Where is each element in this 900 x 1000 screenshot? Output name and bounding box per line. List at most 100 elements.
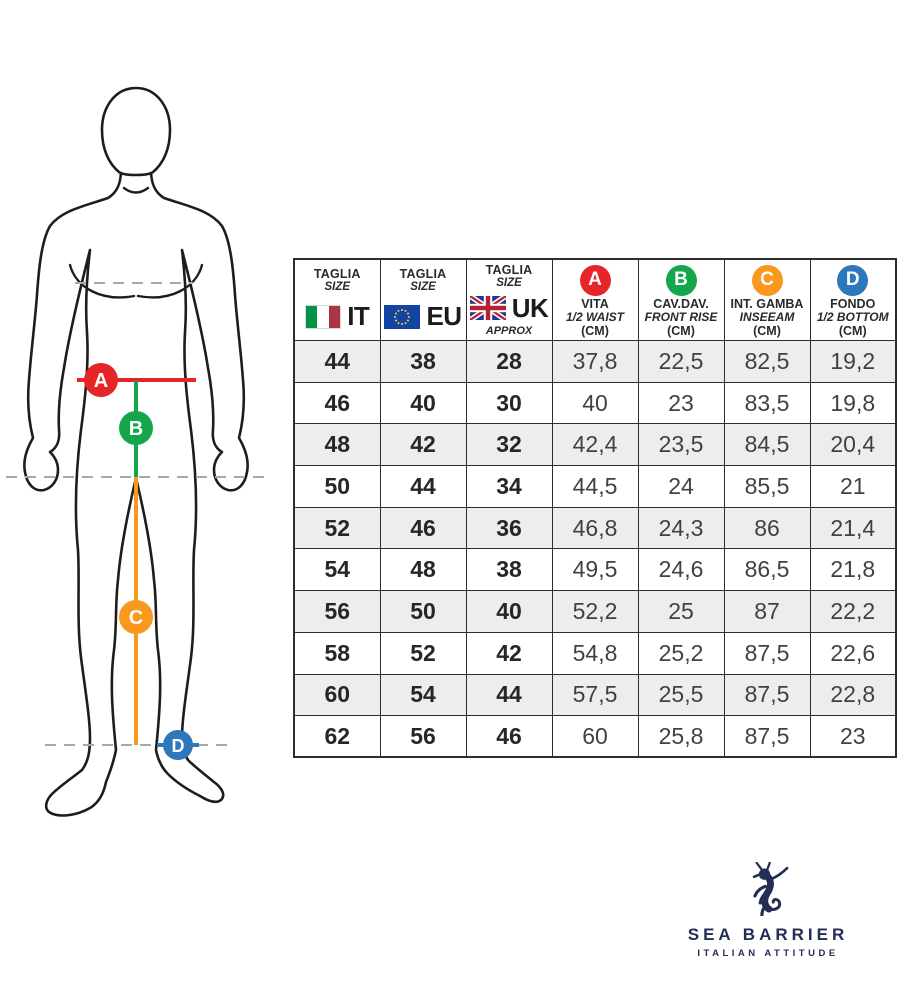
cell-uk: 36 bbox=[465, 506, 553, 550]
table-row: 50 44 34 44,5 24 85,5 21 bbox=[293, 465, 897, 508]
front-rise-label: FRONT RISE bbox=[644, 310, 718, 325]
header-inseam: C INT. GAMBA INSEEAM (CM) bbox=[723, 258, 811, 341]
marker-b-badge bbox=[119, 411, 153, 445]
fondo-label: FONDO bbox=[830, 296, 876, 311]
cell-uk: 44 bbox=[465, 673, 553, 717]
cell-front-rise: 25 bbox=[637, 590, 725, 633]
vita-label: VITA bbox=[581, 296, 609, 311]
body-silhouette bbox=[23, 86, 249, 817]
table-row: 46 40 30 40 23 83,5 19,8 bbox=[293, 381, 897, 425]
taglia-label: TAGLIA bbox=[485, 262, 533, 277]
cell-waist: 40 bbox=[551, 381, 639, 425]
marker-c-letter: C bbox=[129, 607, 143, 629]
header-taglia-it: TAGLIA SIZE IT bbox=[293, 258, 381, 341]
marker-b-icon: B bbox=[665, 264, 697, 296]
cell-uk: 42 bbox=[465, 631, 553, 675]
cell-waist: 49,5 bbox=[551, 548, 639, 592]
table-row: 48 42 32 42,4 23,5 84,5 20,4 bbox=[293, 423, 897, 467]
it-code: IT bbox=[347, 301, 370, 331]
table-row: 54 48 38 49,5 24,6 86,5 21,8 bbox=[293, 548, 897, 592]
cell-inseam: 87,5 bbox=[723, 631, 811, 675]
cell-front-rise: 25,5 bbox=[637, 673, 725, 717]
eu-code: EU bbox=[426, 301, 462, 331]
italy-flag-icon bbox=[305, 304, 342, 329]
marker-b-letter: B bbox=[129, 418, 143, 440]
cell-bottom: 19,8 bbox=[809, 381, 897, 425]
header-taglia-eu: TAGLIA SIZE EU bbox=[379, 258, 467, 341]
cm-label: (CM) bbox=[667, 323, 695, 338]
cell-it: 48 bbox=[293, 423, 381, 467]
cell-front-rise: 23,5 bbox=[637, 423, 725, 467]
approx-label: APPROX bbox=[485, 324, 533, 337]
cell-it: 58 bbox=[293, 631, 381, 675]
taglia-label: TAGLIA bbox=[399, 267, 447, 281]
table-row: 56 50 40 52,2 25 87 22,2 bbox=[293, 590, 897, 633]
cavdav-label: CAV.DAV. bbox=[653, 296, 709, 311]
dashed-guides bbox=[6, 282, 268, 746]
cell-uk: 30 bbox=[465, 381, 553, 425]
taglia-label: TAGLIA bbox=[313, 267, 361, 281]
cell-eu: 38 bbox=[379, 340, 467, 383]
cell-bottom: 22,6 bbox=[809, 631, 897, 675]
cell-uk: 38 bbox=[465, 548, 553, 592]
cell-waist: 60 bbox=[551, 715, 639, 758]
cell-inseam: 84,5 bbox=[723, 423, 811, 467]
cell-eu: 54 bbox=[379, 673, 467, 717]
cell-eu: 44 bbox=[379, 465, 467, 508]
cell-front-rise: 23 bbox=[637, 381, 725, 425]
table-row: 52 46 36 46,8 24,3 86 21,4 bbox=[293, 506, 897, 550]
cell-inseam: 86 bbox=[723, 506, 811, 550]
header-taglia-uk: TAGLIA SIZE UK bbox=[465, 258, 553, 341]
cell-it: 46 bbox=[293, 381, 381, 425]
cm-label: (CM) bbox=[753, 323, 781, 338]
cell-front-rise: 24,3 bbox=[637, 506, 725, 550]
cell-it: 52 bbox=[293, 506, 381, 550]
cell-uk: 40 bbox=[465, 590, 553, 633]
cell-bottom: 21,8 bbox=[809, 548, 897, 592]
chest-contour bbox=[68, 263, 204, 299]
cell-eu: 56 bbox=[379, 715, 467, 758]
cell-it: 62 bbox=[293, 715, 381, 758]
cm-label: (CM) bbox=[581, 323, 609, 338]
int-gamba-label: INT. GAMBA bbox=[730, 296, 804, 311]
cell-bottom: 21 bbox=[809, 465, 897, 508]
cell-it: 44 bbox=[293, 340, 381, 383]
size-label: SIZE bbox=[324, 281, 351, 293]
cell-it: 56 bbox=[293, 590, 381, 633]
header-front-rise: B CAV.DAV. FRONT RISE (CM) bbox=[637, 258, 725, 341]
cell-waist: 46,8 bbox=[551, 506, 639, 550]
cell-eu: 52 bbox=[379, 631, 467, 675]
cell-waist: 44,5 bbox=[551, 465, 639, 508]
cell-waist: 52,2 bbox=[551, 590, 639, 633]
cell-uk: 34 bbox=[465, 465, 553, 508]
brand-name: SEA BARRIER bbox=[687, 925, 849, 944]
cell-bottom: 20,4 bbox=[809, 423, 897, 467]
cell-eu: 46 bbox=[379, 506, 467, 550]
cell-front-rise: 25,8 bbox=[637, 715, 725, 758]
cell-inseam: 82,5 bbox=[723, 340, 811, 383]
cell-uk: 28 bbox=[465, 340, 553, 383]
cell-waist: 57,5 bbox=[551, 673, 639, 717]
cm-label: (CM) bbox=[838, 323, 867, 338]
marker-c-badge bbox=[119, 600, 153, 634]
header-bottom: D FONDO 1/2 BOTTOM (CM) bbox=[809, 258, 897, 341]
size-label: SIZE bbox=[496, 276, 522, 289]
cell-inseam: 87,5 bbox=[723, 673, 811, 717]
cell-bottom: 23 bbox=[809, 715, 897, 758]
size-label: SIZE bbox=[410, 281, 436, 293]
header-waist: A VITA 1/2 WAIST (CM) bbox=[551, 258, 639, 341]
sea-barrier-emblem-icon bbox=[752, 861, 789, 917]
cell-inseam: 87,5 bbox=[723, 715, 811, 758]
table-row: 58 52 42 54,8 25,2 87,5 22,6 bbox=[293, 631, 897, 675]
half-waist-label: 1/2 WAIST bbox=[565, 310, 624, 325]
marker-d-icon: D bbox=[837, 264, 869, 296]
cell-inseam: 85,5 bbox=[723, 465, 811, 508]
cell-waist: 54,8 bbox=[551, 631, 639, 675]
cell-inseam: 86,5 bbox=[723, 548, 811, 592]
marker-c-icon: C bbox=[751, 264, 783, 296]
cell-bottom: 22,8 bbox=[809, 673, 897, 717]
cell-eu: 50 bbox=[379, 590, 467, 633]
cell-bottom: 22,2 bbox=[809, 590, 897, 633]
cell-inseam: 83,5 bbox=[723, 381, 811, 425]
